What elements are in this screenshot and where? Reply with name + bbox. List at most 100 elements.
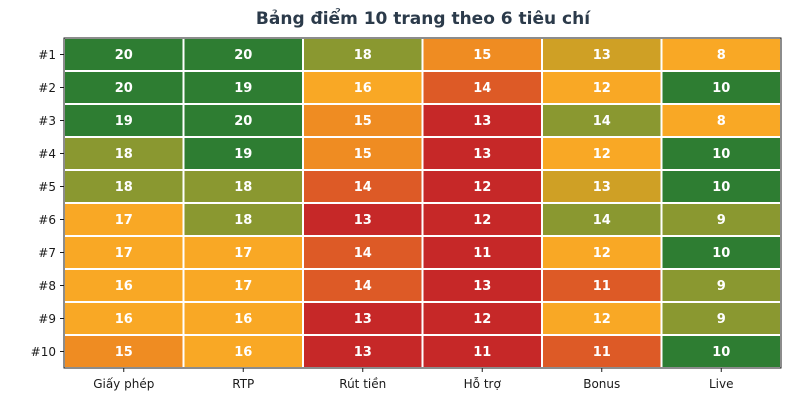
heatmap-cell [541,103,663,138]
heatmap-cell [182,301,304,336]
cell-value-label: 12 [593,81,611,96]
cell-value-label: 20 [115,48,133,63]
heatmap-cell [63,202,185,237]
cell-value-label: 15 [354,147,372,162]
y-tick-label: #10 [31,345,56,359]
cell-value-label: 20 [234,48,252,63]
cell-value-label: 14 [354,246,372,261]
cell-value-label: 14 [593,213,611,228]
cell-value-label: 13 [473,279,491,294]
heatmap-cell [660,202,782,237]
y-tick-label: #3 [38,114,56,128]
cell-value-label: 15 [115,345,133,360]
heatmap-cell [660,301,782,336]
cell-value-label: 14 [593,114,611,129]
x-tick-label: Live [709,377,734,391]
cell-value-label: 19 [234,147,252,162]
cell-value-label: 14 [473,81,491,96]
cell-value-label: 20 [234,114,252,129]
heatmap-cell [421,70,543,105]
heatmap-cell [182,103,304,138]
row-labels: #1 #2 #3 #4 #5 #6 #7 #8 #9 #10 [31,48,64,359]
chart-title: Bảng điểm 10 trang theo 6 tiêu chí [256,7,591,29]
cell-value-label: 11 [473,246,491,261]
cell-value-label: 13 [354,345,372,360]
cell-value-label: 13 [473,147,491,162]
heatmap-cell [182,70,304,105]
cell-value-label: 12 [473,180,491,195]
cell-value-label: 13 [354,213,372,228]
heatmap-cell [63,235,185,270]
cell-value-label: 16 [234,345,252,360]
cell-value-label: 16 [234,312,252,327]
y-tick-label: #1 [38,48,56,62]
cell-value-label: 18 [115,180,133,195]
plot-frame [63,37,782,369]
cell-value-label: 12 [593,312,611,327]
cell-value-label: 16 [354,81,372,96]
y-tick-label: #4 [38,147,56,161]
heatmap-cell [63,334,185,369]
cell-value-label: 13 [354,312,372,327]
cell-value-label: 20 [115,81,133,96]
heatmap-cell [302,136,424,171]
heatmap-cell [302,169,424,204]
heatmap-cell [63,301,185,336]
cell-value-label: 9 [717,279,726,294]
heatmap-cell [660,268,782,303]
cell-value-label: 13 [593,48,611,63]
heatmap-cell [182,334,304,369]
cell-value-label: 12 [473,312,491,327]
cell-value-label: 10 [712,147,730,162]
cell-value-label: 10 [712,345,730,360]
cell-value-label: 11 [593,279,611,294]
heatmap-cell [302,268,424,303]
cell-value-label: 12 [593,147,611,162]
cell-value-label: 17 [234,246,252,261]
y-tick-label: #5 [38,180,56,194]
y-tick-label: #6 [38,213,56,227]
heatmap-cell [660,70,782,105]
cell-value-label: 12 [593,246,611,261]
heatmap-cell [541,136,663,171]
heatmap-cell [182,136,304,171]
cell-value-label: 17 [115,213,133,228]
heatmap-cell [421,103,543,138]
heatmap-cell [302,301,424,336]
heatmap-cell [421,268,543,303]
heatmap-cell [541,169,663,204]
x-tick-label: Rút tiền [339,377,386,391]
cell-value-label: 16 [115,279,133,294]
cell-value-label: 11 [593,345,611,360]
heatmap-cell [660,37,782,72]
x-tick-label: Bonus [583,377,620,391]
cell-value-label: 18 [234,213,252,228]
x-tick-label: Giấy phép [93,377,154,391]
heatmap-cell [541,301,663,336]
cell-value-label: 9 [717,213,726,228]
cell-value-label: 10 [712,180,730,195]
cell-value-label: 19 [115,114,133,129]
cell-value-label: 16 [115,312,133,327]
cell-value-label: 14 [354,180,372,195]
cell-value-label: 13 [473,114,491,129]
cell-value-label: 10 [712,246,730,261]
heatmap-cells: 20 20 18 15 13 8 20 19 16 14 12 10 19 20 15 13 14 8 18 19 15… [63,37,782,369]
cell-value-label: 11 [473,345,491,360]
cell-value-label: 12 [473,213,491,228]
cell-value-label: 15 [473,48,491,63]
cell-value-label: 10 [712,81,730,96]
x-tick-label: Hỗ trợ [464,377,502,391]
cell-value-label: 19 [234,81,252,96]
cell-value-label: 14 [354,279,372,294]
heatmap-cell [421,136,543,171]
cell-value-label: 8 [717,48,726,63]
cell-value-label: 15 [354,114,372,129]
cell-value-label: 18 [234,180,252,195]
heatmap-cell [660,235,782,270]
heatmap-cell [63,136,185,171]
cell-value-label: 8 [717,114,726,129]
y-tick-label: #2 [38,81,56,95]
cell-value-label: 18 [115,147,133,162]
